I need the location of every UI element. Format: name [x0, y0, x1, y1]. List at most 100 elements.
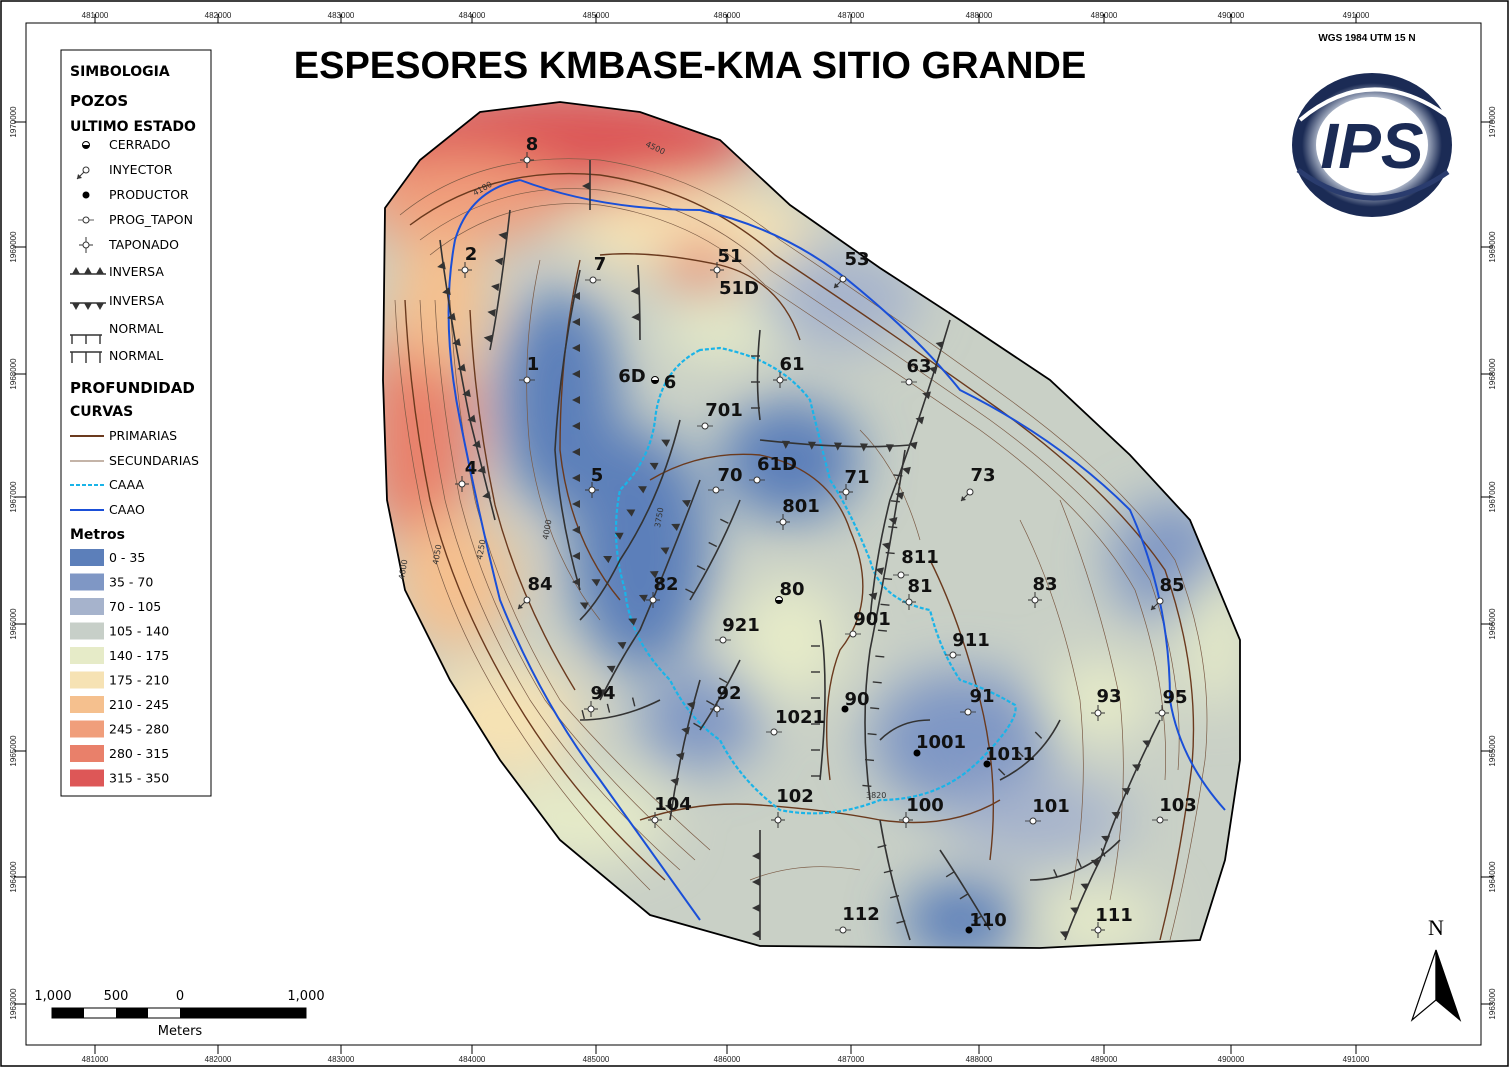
well-6D[interactable]: 6D	[618, 366, 659, 387]
well-label: 92	[716, 683, 741, 704]
well-label: 6	[664, 372, 677, 393]
well-1021[interactable]: 1021	[766, 707, 825, 736]
well-label: 1021	[775, 707, 825, 728]
fault-tooth	[494, 257, 504, 266]
well-label: 1011	[985, 744, 1035, 765]
well-80[interactable]: 80	[775, 579, 805, 604]
x-tick-label: 489000	[1091, 11, 1118, 20]
y-tick-label: 1963000	[9, 988, 18, 1020]
prog_tapon-well-symbol	[715, 636, 731, 644]
legend-fault-label: NORMAL	[109, 321, 163, 336]
fault-tooth	[442, 287, 451, 295]
class-swatch	[70, 696, 104, 713]
well-8[interactable]: 8	[520, 134, 538, 168]
well-73[interactable]: 73	[960, 465, 996, 502]
well-111[interactable]: 111	[1091, 905, 1133, 938]
well-label: 6D	[618, 366, 645, 387]
x-tick-label: 488000	[966, 11, 993, 20]
well-1011[interactable]: 1011	[983, 744, 1036, 768]
well-label: 85	[1159, 575, 1184, 596]
well-51D[interactable]: 51D	[719, 278, 759, 299]
fault-tooth	[752, 904, 760, 912]
fault-tooth	[928, 366, 938, 375]
well-5[interactable]: 5	[585, 465, 603, 498]
fault-tooth	[572, 370, 580, 378]
productor-well-symbol	[841, 705, 849, 713]
fault-tick	[720, 518, 729, 524]
well-2[interactable]: 2	[458, 244, 477, 278]
well-102[interactable]: 102	[771, 786, 814, 828]
well-811[interactable]: 811	[893, 547, 939, 579]
well-82[interactable]: 82	[646, 574, 679, 608]
legend-class-label: 245 - 280	[109, 722, 169, 737]
well-93[interactable]: 93	[1091, 686, 1122, 721]
well-911[interactable]: 911	[945, 630, 990, 659]
prog_tapon-well-symbol	[1025, 817, 1041, 825]
x-tick-label: 484000	[459, 1055, 486, 1064]
well-label: 701	[705, 400, 743, 421]
well-100[interactable]: 100	[899, 795, 944, 828]
x-tick-label: 483000	[328, 1055, 355, 1064]
well-4[interactable]: 4	[455, 458, 477, 492]
fault-tick	[997, 768, 1006, 776]
well-104[interactable]: 104	[648, 794, 692, 828]
well-label: 4	[465, 458, 478, 479]
well-label: 5	[591, 465, 604, 486]
legend-fault-0: INVERSA	[70, 264, 164, 279]
well-921[interactable]: 921	[715, 615, 760, 644]
scale-label: 500	[104, 989, 129, 1004]
legend-class: 280 - 315	[70, 745, 169, 762]
well-901[interactable]: 901	[845, 609, 891, 638]
well-92[interactable]: 92	[710, 683, 742, 717]
well-70[interactable]: 70	[708, 465, 743, 494]
well-110[interactable]: 110	[965, 910, 1007, 934]
well-94[interactable]: 94	[584, 683, 616, 717]
well-83[interactable]: 83	[1028, 574, 1058, 608]
x-tick-label: 486000	[714, 11, 741, 20]
class-swatch	[70, 549, 104, 566]
well-label: 102	[776, 786, 814, 807]
legend-fault-label: INVERSA	[109, 264, 164, 279]
well-95[interactable]: 95	[1155, 687, 1188, 721]
well-101[interactable]: 101	[1025, 796, 1070, 825]
well-1[interactable]: 1	[519, 354, 539, 384]
well-label: 104	[654, 794, 692, 815]
fault-tooth	[1111, 811, 1121, 820]
well-112[interactable]: 112	[835, 904, 880, 934]
well-71[interactable]: 71	[839, 467, 870, 500]
legend-class-label: 175 - 210	[109, 673, 169, 688]
well-61D[interactable]: 61D	[749, 454, 797, 484]
well-63[interactable]: 63	[901, 356, 932, 386]
inyector-icon	[76, 166, 90, 180]
well-85[interactable]: 85	[1150, 575, 1185, 611]
prog_tapon-well-symbol	[945, 651, 961, 659]
well-7[interactable]: 7	[585, 254, 606, 284]
y-tick-label: 1966000	[1488, 608, 1497, 640]
well-103[interactable]: 103	[1152, 795, 1197, 824]
y-tick-label: 1968000	[1488, 358, 1497, 390]
productor-well-symbol	[983, 760, 991, 768]
fault-tooth	[752, 852, 760, 860]
well-label: 70	[717, 465, 742, 486]
well-90[interactable]: 90	[841, 689, 870, 713]
well-801[interactable]: 801	[776, 496, 820, 530]
well-53[interactable]: 53	[833, 249, 870, 289]
legend-wells-head: POZOS	[70, 92, 128, 110]
well-91[interactable]: 91	[960, 686, 995, 716]
well-label: 84	[527, 574, 552, 595]
fault-tooth	[491, 283, 500, 292]
taponado-well-symbol	[458, 262, 472, 278]
well-51[interactable]: 51	[710, 246, 743, 278]
well-81[interactable]: 81	[902, 576, 933, 610]
well-61[interactable]: 61	[773, 354, 805, 388]
well-701[interactable]: 701	[697, 400, 743, 430]
well-6[interactable]: 6	[664, 372, 677, 393]
well-label: 901	[853, 609, 891, 630]
legend-curve-label: CAAA	[109, 477, 145, 492]
fault-tooth	[467, 414, 476, 423]
legend-status-label: TAPONADO	[108, 237, 179, 252]
fault-tooth	[482, 491, 491, 500]
well-1001[interactable]: 1001	[913, 732, 967, 757]
well-84[interactable]: 84	[517, 574, 553, 610]
